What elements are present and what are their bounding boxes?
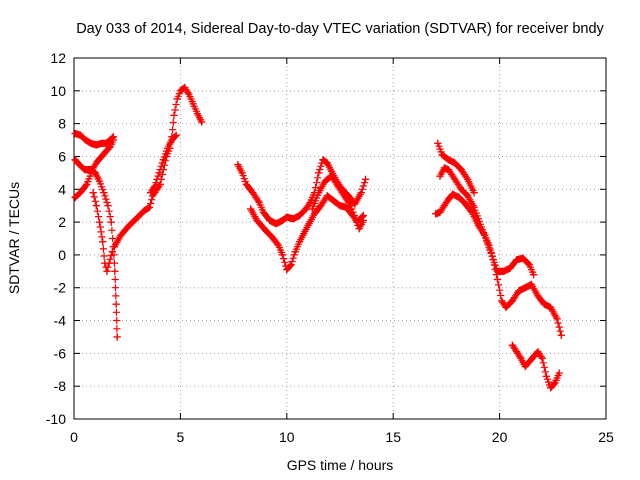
series-arc-b-lower — [147, 131, 180, 197]
series-markers — [147, 131, 180, 197]
y-tick-label: 8 — [58, 116, 66, 132]
x-tick-label: 5 — [177, 429, 185, 445]
series-markers — [71, 129, 117, 149]
series-markers — [508, 341, 563, 392]
y-tick-label: 2 — [58, 214, 66, 230]
y-tick-label: 6 — [58, 148, 66, 164]
y-tick-label: 4 — [58, 181, 66, 197]
series-markers — [436, 164, 538, 279]
data-markers — [71, 83, 565, 392]
series-arc-c-mid — [308, 172, 368, 233]
series-arc-d-upper — [434, 139, 478, 197]
series-markers — [247, 192, 367, 274]
y-tick-label: 0 — [58, 247, 66, 263]
series-markers — [110, 83, 206, 251]
series-markers — [89, 189, 116, 275]
series-arc-a-dip — [89, 188, 116, 275]
y-tick-label: 10 — [50, 83, 66, 99]
x-tick-label: 0 — [70, 429, 78, 445]
x-axis-tick-labels: 0 5 10 15 20 25 — [70, 429, 614, 445]
y-tick-label: -10 — [46, 411, 66, 427]
x-tick-label: 20 — [492, 429, 508, 445]
series-markers — [308, 172, 367, 233]
y-axis-tick-labels: -10 -8 -6 -4 -2 0 2 4 6 8 10 12 — [46, 50, 66, 427]
series-arc-d-mid — [436, 164, 538, 279]
axis-ticks — [73, 57, 607, 420]
series-arc-b-rise — [110, 83, 206, 251]
y-tick-label: 12 — [50, 50, 66, 66]
plot-area-border — [73, 57, 607, 420]
x-tick-label: 15 — [385, 429, 401, 445]
y-tick-label: -2 — [54, 280, 67, 296]
x-tick-label: 10 — [279, 429, 295, 445]
chart-title: Day 033 of 2014, Sidereal Day-to-day VTE… — [76, 21, 604, 37]
y-tick-label: -4 — [54, 313, 67, 329]
series-arc-a-inner — [71, 136, 117, 202]
series-markers — [434, 139, 478, 197]
series-arc-e — [508, 341, 563, 392]
y-tick-label: -8 — [54, 378, 67, 394]
series-arc-a-lower — [71, 156, 121, 341]
series-markers — [71, 136, 117, 202]
series-markers — [71, 156, 121, 341]
series-arc-c-upper — [234, 156, 370, 228]
x-tick-label: 25 — [598, 429, 614, 445]
x-axis-label: GPS time / hours — [287, 457, 394, 473]
y-tick-label: -6 — [54, 345, 67, 361]
series-arc-d-lower — [432, 190, 565, 339]
y-axis-label: SDTVAR / TECUs — [6, 182, 22, 294]
